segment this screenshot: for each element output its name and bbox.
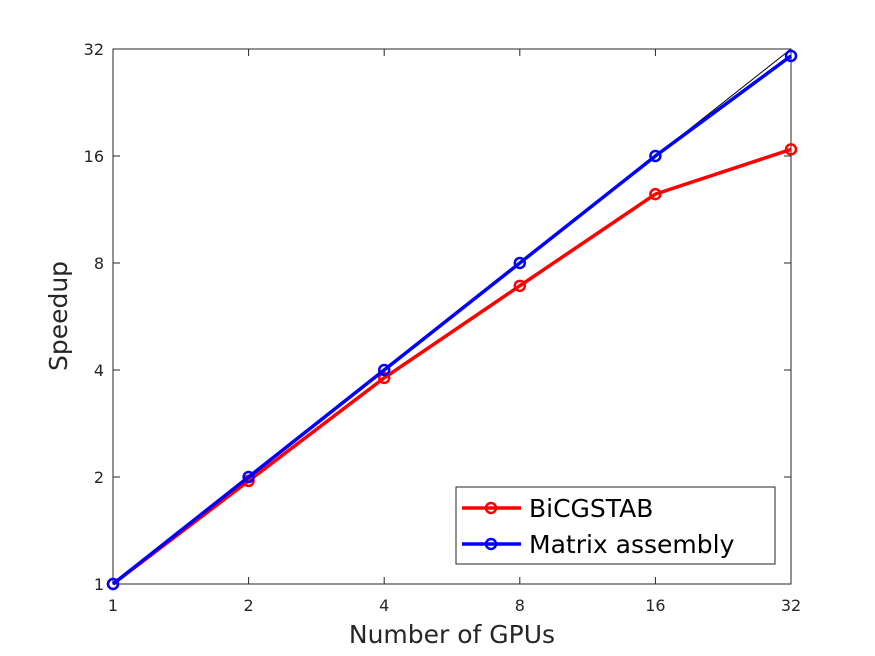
x-tick-label: 8 bbox=[515, 596, 525, 615]
axis-ticks: 1 2 4 8 16 32 1 2 4 8 16 32 bbox=[84, 40, 802, 615]
legend-bicgstab-label: BiCGSTAB bbox=[529, 494, 653, 523]
matrix-assembly-point bbox=[784, 49, 798, 63]
matrix-assembly-point bbox=[513, 256, 527, 270]
bicgstab-point bbox=[377, 371, 391, 385]
bicgstab-point bbox=[649, 187, 662, 201]
x-tick-label: 2 bbox=[244, 596, 254, 615]
bicgstab-point bbox=[784, 143, 798, 156]
y-tick-label: 1 bbox=[94, 575, 104, 594]
y-tick-label: 4 bbox=[94, 361, 104, 380]
x-axis-label: Number of GPUs bbox=[349, 620, 555, 649]
series-group bbox=[106, 49, 798, 591]
series-matrix-assembly bbox=[106, 49, 798, 591]
legend-matrix-assembly-marker bbox=[484, 537, 498, 551]
legend: BiCGSTAB Matrix assembly bbox=[455, 486, 776, 565]
legend-box bbox=[455, 486, 776, 565]
legend-bicgstab-marker bbox=[484, 501, 498, 515]
matrix-assembly-point bbox=[106, 577, 120, 591]
matrix-assembly-line bbox=[111, 54, 793, 586]
bicgstab-point bbox=[513, 279, 527, 293]
x-tick-label: 32 bbox=[781, 596, 801, 615]
legend-matrix-assembly-label: Matrix assembly bbox=[529, 530, 735, 559]
bicgstab-line bbox=[111, 147, 792, 586]
matrix-assembly-point bbox=[377, 363, 391, 377]
y-tick-label: 32 bbox=[84, 40, 104, 59]
y-axis-label: Speedup bbox=[44, 261, 73, 371]
y-tick-label: 8 bbox=[94, 254, 104, 273]
x-tick-label: 1 bbox=[108, 596, 118, 615]
matrix-assembly-point bbox=[242, 470, 255, 484]
y-tick-label: 16 bbox=[84, 147, 104, 166]
x-tick-label: 4 bbox=[379, 596, 389, 615]
y-tick-label: 2 bbox=[94, 468, 104, 487]
x-tick-label: 16 bbox=[645, 596, 665, 615]
matrix-assembly-point bbox=[649, 149, 662, 163]
